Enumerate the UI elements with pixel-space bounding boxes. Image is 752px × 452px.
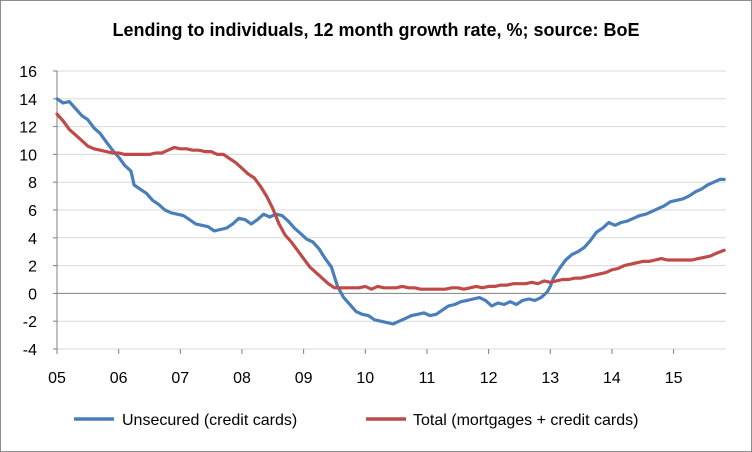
x-tick-label: 12: [480, 370, 498, 387]
y-tick-label: 6: [28, 203, 37, 220]
grid-layer: [57, 70, 726, 350]
legend: Unsecured (credit cards) Total (mortgages…: [74, 412, 638, 429]
y-tick-label: 2: [28, 259, 37, 276]
x-tick-label: 11: [419, 370, 436, 387]
y-tick-label: 0: [28, 286, 37, 303]
chart-title: Lending to individuals, 12 month growth …: [112, 20, 639, 40]
x-tick-label: 15: [665, 370, 683, 387]
x-tick-label: 07: [171, 370, 189, 387]
series-line-unsecured: [55, 97, 726, 326]
y-tick-label: 10: [19, 147, 37, 164]
y-tick-label: -4: [23, 342, 37, 359]
x-tick-label: 05: [48, 370, 66, 387]
legend-label-unsecured: Unsecured (credit cards): [122, 412, 297, 429]
y-tick-label: 12: [19, 120, 37, 137]
series-line-total: [55, 112, 726, 291]
y-tick-label: -2: [23, 314, 37, 331]
x-tick-label: 09: [295, 370, 313, 387]
y-tick-label: 4: [28, 231, 37, 248]
y-tick-label: 16: [19, 64, 37, 81]
legend-label-total: Total (mortgages + credit cards): [413, 412, 638, 429]
x-tick-label: 14: [603, 370, 621, 387]
x-tick-label: 06: [110, 370, 128, 387]
y-tick-label: 8: [28, 175, 37, 192]
x-tick-label: 13: [541, 370, 559, 387]
x-tick-label: 10: [356, 370, 374, 387]
series-layer: [55, 97, 726, 326]
axis-layer: -4 -2 0 2 4 6 8 10 12 14 16 05 06 07 08 09 10 11 12 13 14 15: [19, 64, 726, 387]
x-tick-label: 08: [233, 370, 251, 387]
y-tick-label: 14: [19, 92, 37, 109]
